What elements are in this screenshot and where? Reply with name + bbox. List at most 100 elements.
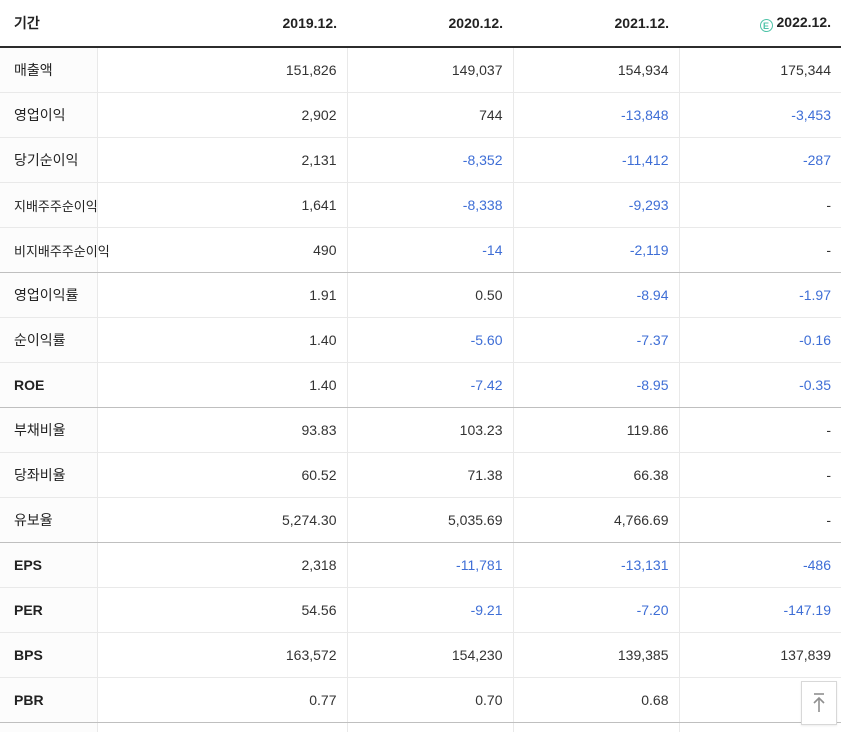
value-cell: - (678, 407, 841, 453)
value-cell: 1.91 (96, 272, 347, 318)
value-cell: -3,453 (678, 92, 841, 138)
row-label: EPS (0, 542, 97, 588)
value-cell: 54.56 (96, 587, 347, 633)
table-row: ROE 1.40 -7.42 -8.95 -0.35 (0, 362, 841, 408)
table-row: 영업이익 2,902 744 -13,848 -3,453 (0, 92, 841, 138)
value-cell: 2,131 (96, 137, 347, 183)
value-cell: 0.50 (346, 272, 513, 318)
value-cell: 2,902 (96, 92, 347, 138)
value-cell: 119.86 (512, 407, 679, 453)
value-cell: 175,344 (678, 47, 841, 93)
row-label: PBR (0, 677, 97, 723)
row-label: BPS (0, 632, 97, 678)
row-label: 비지배주주순이익 (0, 227, 110, 273)
value-cell: -13,131 (512, 542, 679, 588)
column-header-2: 2020.12. (347, 0, 513, 48)
value-cell: 4,766.69 (512, 497, 679, 543)
table-row: PER 54.56 -9.21 -7.20 -147.19 (0, 587, 841, 633)
table-header-row: 기간 2019.12. 2020.12. 2021.12. E 2022.12. (0, 0, 841, 48)
row-label: 영업이익 (0, 92, 97, 138)
value-cell: -11,781 (346, 542, 513, 588)
value-cell: -7.42 (346, 362, 513, 408)
value-cell: 154,230 (346, 632, 513, 678)
value-cell: 2,318 (96, 542, 347, 588)
column-header-3: 2021.12. (513, 0, 679, 48)
value-cell: 149,037 (346, 47, 513, 93)
table-row: 영업이익률 1.91 0.50 -8.94 -1.97 (0, 272, 841, 318)
value-cell: -9.21 (346, 587, 513, 633)
value-cell: 5,274.30 (96, 497, 347, 543)
scroll-to-top-button[interactable] (801, 681, 837, 725)
value-cell: - (346, 722, 513, 732)
value-cell: -7.20 (512, 587, 679, 633)
table-row: 매출액 151,826 149,037 154,934 175,344 (0, 47, 841, 93)
row-label: 매출액 (0, 47, 97, 93)
value-cell: - (678, 452, 841, 498)
row-label: 당좌비율 (0, 452, 97, 498)
value-cell: -14 (346, 227, 513, 273)
table-row: 비지배주주순이익 490 -14 -2,119 - (0, 227, 841, 273)
value-cell: 154,934 (512, 47, 679, 93)
value-cell: - (678, 722, 841, 732)
value-cell: -7.37 (512, 317, 679, 363)
table-row: PBR 0.77 0.70 0.68 0.52 (0, 677, 841, 723)
value-cell: 490 (96, 227, 347, 273)
value-cell: -0.16 (678, 317, 841, 363)
value-cell: 0.68 (512, 677, 679, 723)
value-cell: 0.70 (346, 677, 513, 723)
value-cell: -287 (678, 137, 841, 183)
row-label: 지배주주순이익 (0, 182, 98, 228)
value-cell: - (678, 182, 841, 228)
value-cell: -8.94 (512, 272, 679, 318)
value-cell: - (512, 722, 679, 732)
value-cell: -8,352 (346, 137, 513, 183)
value-cell: 60.52 (96, 452, 347, 498)
table-row: 부채비율 93.83 103.23 119.86 - (0, 407, 841, 453)
row-label: ROE (0, 362, 97, 408)
value-cell: 1,641 (96, 182, 347, 228)
row-label: 당기순이익 (0, 137, 97, 183)
table-row: 순이익률 1.40 -5.60 -7.37 -0.16 (0, 317, 841, 363)
row-label: PER (0, 587, 97, 633)
value-cell: 151,826 (96, 47, 347, 93)
value-cell: -147.19 (678, 587, 841, 633)
value-cell: -1.97 (678, 272, 841, 318)
table-row: 당기순이익 2,131 -8,352 -11,412 -287 (0, 137, 841, 183)
value-cell: -8,338 (346, 182, 513, 228)
value-cell: 744 (346, 92, 513, 138)
period-header: 기간 (0, 0, 97, 48)
estimate-icon: E (759, 19, 773, 32)
value-cell: -486 (678, 542, 841, 588)
value-cell: 137,839 (678, 632, 841, 678)
value-cell: -9,293 (512, 182, 679, 228)
table-row: 당좌비율 60.52 71.38 66.38 - (0, 452, 841, 498)
value-cell: 103.23 (346, 407, 513, 453)
value-cell: -2,119 (512, 227, 679, 273)
value-cell: 163,572 (96, 632, 347, 678)
table-row: 유보율 5,274.30 5,035.69 4,766.69 - (0, 497, 841, 543)
value-cell: - (678, 497, 841, 543)
table-row: 지배주주순이익 1,641 -8,338 -9,293 - (0, 182, 841, 228)
column-header-4-estimate: E 2022.12. (679, 0, 841, 48)
row-label: 영업이익률 (0, 272, 97, 318)
row-label: 부채비율 (0, 407, 97, 453)
row-label: 유보율 (0, 497, 97, 543)
value-cell: 0.77 (96, 677, 347, 723)
value-cell: -11,412 (512, 137, 679, 183)
table-row: 주당배당금 - - - - (0, 722, 841, 732)
row-label: 순이익률 (0, 317, 97, 363)
value-cell: 5,035.69 (346, 497, 513, 543)
value-cell: -13,848 (512, 92, 679, 138)
value-cell: 66.38 (512, 452, 679, 498)
value-cell: -5.60 (346, 317, 513, 363)
column-header-4-label: 2022.12. (776, 14, 832, 30)
value-cell: 93.83 (96, 407, 347, 453)
value-cell: -8.95 (512, 362, 679, 408)
value-cell: 71.38 (346, 452, 513, 498)
value-cell: - (678, 227, 841, 273)
value-cell: 139,385 (512, 632, 679, 678)
table-row: BPS 163,572 154,230 139,385 137,839 (0, 632, 841, 678)
value-cell: 1.40 (96, 362, 347, 408)
